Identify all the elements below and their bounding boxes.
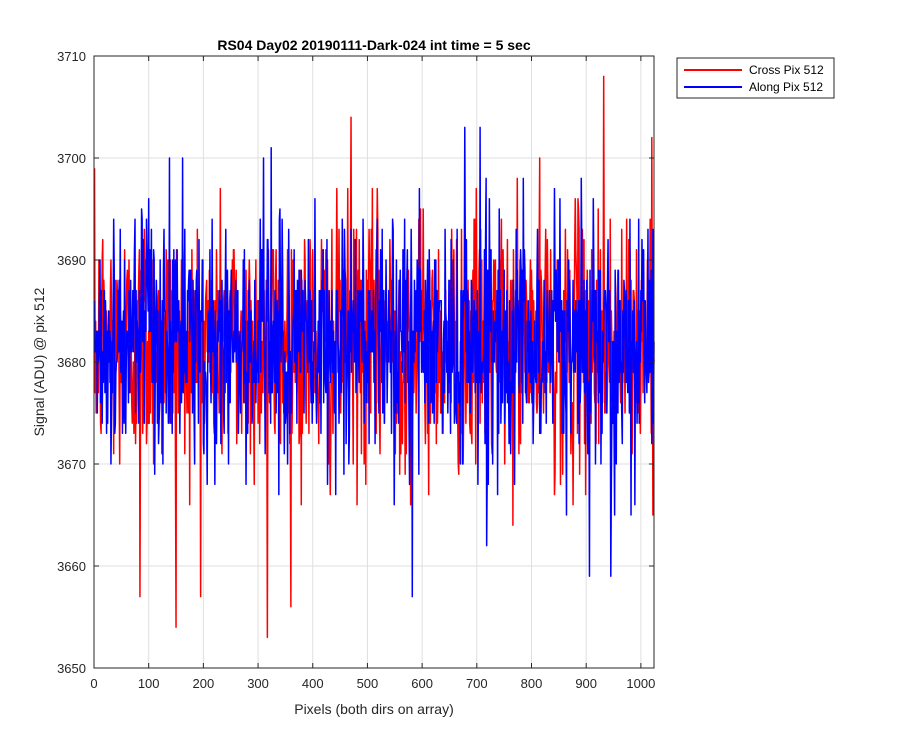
y-tick-label: 3690 [57,253,86,268]
x-tick-label: 100 [138,676,160,691]
x-tick-label: 700 [466,676,488,691]
series-layer [93,75,655,639]
x-tick-label: 900 [575,676,597,691]
x-tick-label: 600 [411,676,433,691]
x-tick-label: 300 [247,676,269,691]
legend[interactable]: Cross Pix 512 Along Pix 512 [676,57,835,99]
legend-label-along: Along Pix 512 [749,80,823,94]
y-tick-label: 3660 [57,559,86,574]
y-tick-label: 3670 [57,457,86,472]
legend-box [676,57,835,99]
x-tick-label: 800 [521,676,543,691]
series-line-along-pix-512 [93,126,655,598]
y-tick-label: 3680 [57,355,86,370]
x-axis-label: Pixels (both dirs on array) [294,701,454,717]
y-tick-label: 3700 [57,151,86,166]
ticks: 0 100 200 300 400 500 600 700 800 900 1000 3650 3660… [57,49,655,691]
x-tick-label: 200 [193,676,215,691]
x-tick-label: 1000 [626,676,655,691]
y-tick-label: 3650 [57,661,86,676]
x-tick-label: 400 [302,676,324,691]
chart-title: RS04 Day02 20190111-Dark-024 int time = … [217,37,530,53]
x-tick-label: 500 [357,676,379,691]
legend-label-cross: Cross Pix 512 [749,63,824,77]
y-tick-label: 3710 [57,49,86,64]
x-tick-label: 0 [90,676,97,691]
y-axis-label: Signal (ADU) @ pix 512 [31,287,47,436]
